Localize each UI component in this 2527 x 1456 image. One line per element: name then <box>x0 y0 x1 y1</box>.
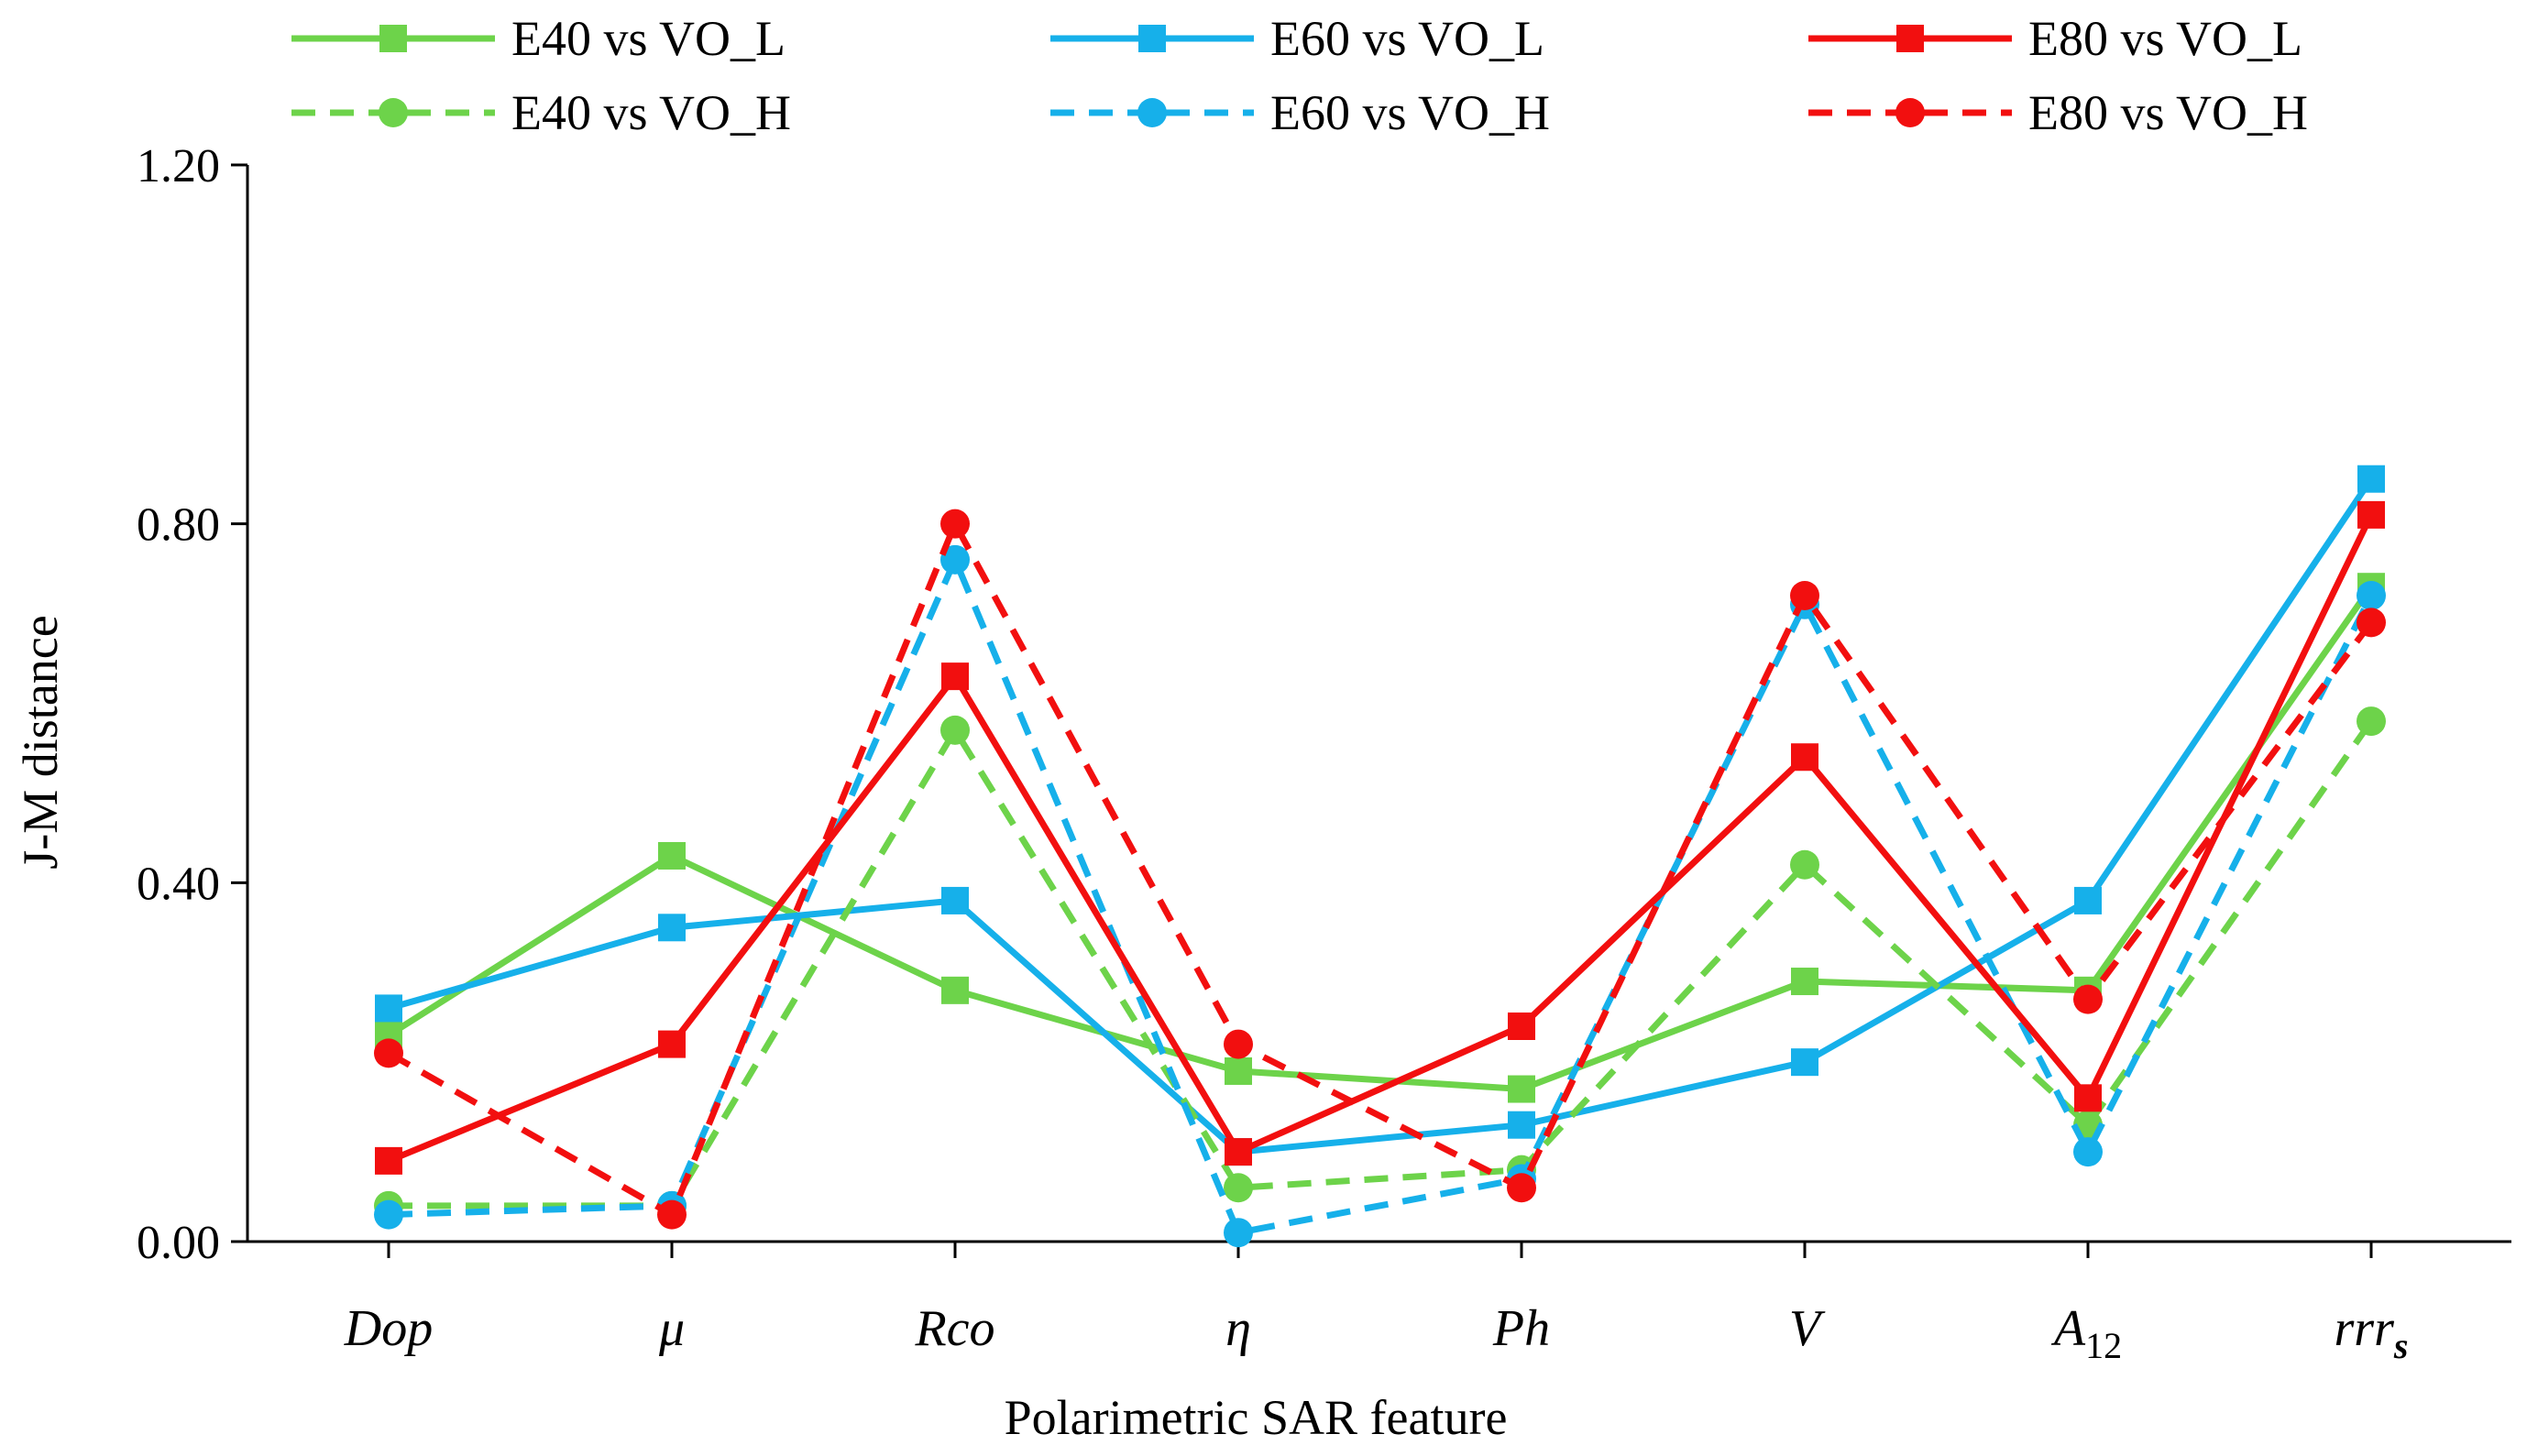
data-point <box>1791 743 1818 772</box>
x-tick-label: A12 <box>2050 1300 2122 1366</box>
series-line <box>387 513 2375 1165</box>
legend: E40 vs VO_L E60 vs VO_L E80 vs VO_L E40 vs … <box>291 11 2308 140</box>
data-point <box>2357 581 2386 610</box>
legend-marker <box>1138 25 1166 52</box>
data-point <box>1508 1111 1535 1139</box>
x-tick-label-subscript: 12 <box>2085 1325 2122 1366</box>
data-point <box>2357 500 2385 529</box>
data-point <box>1225 1138 1252 1166</box>
legend-item: E80 vs VO_H <box>1808 85 2308 140</box>
legend-label: E60 vs VO_H <box>1270 85 1550 140</box>
legend-item: E60 vs VO_L <box>1050 11 1544 66</box>
x-tick-label-base: η <box>1225 1300 1251 1357</box>
data-point <box>375 1146 402 1175</box>
legend-marker <box>379 25 407 52</box>
y-tick-label: 0.80 <box>137 499 220 552</box>
y-axis-title: J-M distance <box>13 615 68 869</box>
data-point <box>375 994 402 1023</box>
data-point <box>1507 1173 1536 1203</box>
series-e80-vs-vo_h <box>374 509 2386 1230</box>
legend-label: E40 vs VO_L <box>511 11 786 66</box>
x-tick-label-base: μ <box>658 1300 685 1357</box>
data-point <box>658 1030 686 1058</box>
legend-label: E80 vs VO_H <box>2028 85 2308 140</box>
legend-marker <box>379 98 408 127</box>
series-line <box>388 476 2374 1155</box>
y-tick-label: 0.00 <box>137 1217 220 1269</box>
x-tick-label-base: Rco <box>914 1300 994 1357</box>
x-tick-label: μ <box>658 1300 685 1357</box>
data-point <box>1790 849 1819 880</box>
legend-item: E40 vs VO_L <box>291 11 786 66</box>
legend-marker <box>1895 98 1925 127</box>
data-point <box>1790 581 1819 610</box>
series-line <box>387 585 2374 1093</box>
data-point <box>941 976 969 1004</box>
data-point <box>1791 1048 1818 1077</box>
x-tick-label-base: Dop <box>344 1300 433 1357</box>
x-tick-label-base: A <box>2050 1300 2086 1357</box>
x-tick-label-base: rrr <box>2335 1300 2395 1357</box>
data-point <box>940 544 970 575</box>
data-point <box>1508 1013 1535 1040</box>
series-line <box>388 556 2375 1236</box>
axes: 0.00 0.40 0.80 1.20 Dop μ Rco η Ph V A12 rrrs <box>137 140 2511 1366</box>
data-point <box>1225 1056 1252 1085</box>
data-point <box>940 509 970 539</box>
y-ticks: 0.00 0.40 0.80 1.20 <box>137 140 247 1269</box>
data-point <box>2074 886 2102 914</box>
legend-item: E60 vs VO_H <box>1050 85 1550 140</box>
legend-item: E40 vs VO_H <box>291 85 791 140</box>
series-e40-vs-vo_l <box>375 573 2385 1103</box>
legend-marker <box>1896 25 1924 52</box>
x-axis-title: Polarimetric SAR feature <box>1005 1390 1508 1445</box>
legend-marker <box>1137 98 1167 127</box>
legend-item: E80 vs VO_L <box>1808 11 2302 66</box>
data-point <box>658 841 686 870</box>
x-tick-label-subscript: s <box>2393 1325 2409 1366</box>
x-tick-label: η <box>1225 1300 1251 1357</box>
legend-label: E80 vs VO_L <box>2028 11 2302 66</box>
data-point <box>2357 608 2386 638</box>
data-point <box>2073 984 2103 1014</box>
y-tick-label: 0.40 <box>137 858 220 910</box>
data-point <box>658 914 686 942</box>
x-tick-label: Ph <box>1492 1300 1550 1357</box>
y-tick-label: 1.20 <box>137 140 220 192</box>
data-point <box>1224 1029 1253 1059</box>
series-e60-vs-vo_l <box>375 465 2385 1166</box>
data-point <box>940 715 970 745</box>
series-e80-vs-vo_l <box>375 500 2385 1175</box>
x-tick-label: Dop <box>344 1300 433 1357</box>
legend-label: E60 vs VO_L <box>1270 11 1544 66</box>
data-point <box>1224 1218 1253 1248</box>
data-point <box>2074 1084 2102 1112</box>
data-point <box>941 662 969 691</box>
data-point <box>2357 706 2386 737</box>
series-line <box>389 719 2374 1210</box>
x-tick-label: Rco <box>914 1300 994 1357</box>
data-point <box>1508 1075 1535 1103</box>
data-point <box>657 1199 687 1230</box>
data-point <box>374 1199 403 1230</box>
data-point <box>1224 1173 1253 1203</box>
series-group <box>374 465 2386 1248</box>
data-point <box>374 1038 403 1068</box>
legend-label: E40 vs VO_H <box>511 85 791 140</box>
x-tick-label: V <box>1789 1300 1826 1357</box>
x-ticks: Dop μ Rco η Ph V A12 rrrs <box>344 1242 2409 1366</box>
data-point <box>941 886 969 914</box>
data-point <box>2357 465 2385 493</box>
data-point <box>2073 1137 2103 1167</box>
data-point <box>1791 968 1818 996</box>
x-tick-label-base: Ph <box>1492 1300 1550 1357</box>
series-line <box>387 520 2374 1219</box>
x-tick-label: rrrs <box>2335 1300 2409 1366</box>
x-tick-label-base: V <box>1789 1300 1826 1357</box>
